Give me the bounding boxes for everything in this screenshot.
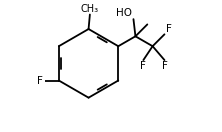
Text: F: F [37, 76, 43, 86]
Text: F: F [140, 61, 146, 71]
Text: F: F [162, 61, 168, 71]
Text: CH₃: CH₃ [81, 4, 99, 14]
Text: HO: HO [116, 8, 132, 18]
Text: F: F [166, 24, 171, 34]
